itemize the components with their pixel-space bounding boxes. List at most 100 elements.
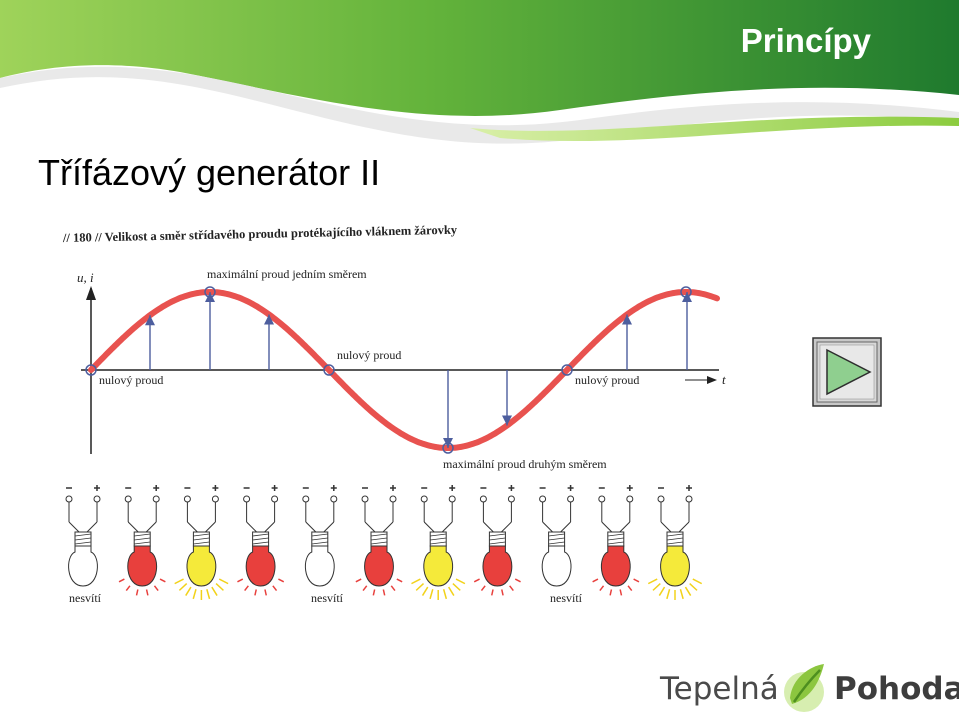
glow-ray [684, 586, 692, 596]
glow-ray [355, 578, 362, 583]
socket-thread [430, 537, 447, 541]
lead-wire [323, 521, 335, 533]
lead-wire [187, 521, 198, 533]
glow-ray [421, 586, 429, 596]
label-max-other-direction: maximální proud druhým směrem [443, 457, 607, 471]
glow-ray [514, 578, 521, 583]
glow-ray [592, 578, 599, 583]
bulb-2 [174, 485, 229, 600]
socket-thread [370, 541, 388, 545]
glow-ray [372, 589, 376, 596]
socket-thread [134, 537, 151, 541]
y-axis-label: u, i [77, 270, 94, 285]
glow-ray [647, 578, 658, 585]
socket-thread [430, 541, 447, 545]
terminal-icon [93, 495, 101, 503]
current-vector-arrow-icon [145, 315, 155, 326]
glow-ray [396, 578, 403, 583]
glow-ray [692, 578, 703, 585]
bulb-6 [411, 485, 466, 600]
lead-wire [501, 521, 512, 533]
terminal-icon [124, 495, 132, 503]
wave-marker-0 [85, 364, 97, 376]
glow-ray [652, 583, 661, 591]
bulb-4 [302, 485, 338, 587]
label-off-1: nesvítí [69, 591, 102, 605]
terminal-icon [539, 495, 547, 503]
socket-thread [134, 533, 151, 537]
glow-ray [442, 589, 448, 600]
x-axis-label: t [722, 372, 726, 387]
glow-ray [125, 585, 131, 592]
glow-ray [480, 585, 486, 592]
terminal-icon [152, 495, 160, 503]
diagram-caption: // 180 // Velikost a směr střídavého pro… [62, 223, 458, 245]
socket-thread [666, 537, 684, 541]
terminal-icon [479, 495, 487, 503]
glow-ray [599, 585, 605, 592]
socket-thread [311, 541, 328, 545]
glow-ray [135, 589, 139, 596]
bulb-5 [355, 485, 403, 596]
lead-wire [660, 521, 672, 533]
lead-wire [205, 521, 216, 533]
terminal-icon [183, 495, 191, 503]
sine-wave [88, 289, 720, 451]
terminal-icon [302, 495, 310, 503]
glow-ray [679, 589, 684, 600]
glow-ray [215, 583, 224, 591]
current-vector-arrow-icon [622, 314, 632, 325]
bulb-9 [592, 485, 640, 596]
terminal-icon [657, 495, 665, 503]
socket-thread [311, 537, 328, 541]
lead-wire [68, 521, 80, 533]
lead-wire [560, 521, 571, 533]
lead-wire [305, 521, 317, 533]
terminal-icon [420, 495, 428, 503]
glow-ray [452, 583, 461, 591]
bulb-glass [600, 545, 631, 587]
bulb-glass [186, 545, 217, 587]
socket-thread [74, 541, 92, 545]
socket-thread [607, 533, 624, 537]
lead-wire [601, 521, 613, 533]
wave-marker-1 [204, 286, 216, 298]
lead-wire [441, 521, 453, 533]
label-max-one-direction: maximální proud jedním směrem [207, 267, 367, 281]
bulb-glass [423, 545, 454, 587]
socket-thread [252, 533, 269, 537]
bulb-row [65, 485, 703, 600]
glow-ray [633, 578, 640, 583]
glow-ray [264, 589, 268, 596]
socket-thread [548, 537, 565, 541]
bulb-7 [473, 485, 521, 596]
socket-thread [193, 537, 210, 541]
wave-marker-4 [561, 364, 573, 376]
glow-ray [455, 578, 466, 585]
socket-thread [252, 537, 269, 541]
glow-ray [390, 585, 396, 592]
bulb-glass [127, 545, 158, 587]
socket-thread [74, 533, 92, 537]
terminal-icon [598, 495, 606, 503]
bulb-glass [304, 545, 335, 587]
terminal-icon [211, 495, 219, 503]
glow-ray [211, 586, 218, 596]
bulb-glass [245, 545, 276, 587]
bulb-glass [541, 545, 572, 587]
lead-wire [364, 521, 376, 533]
bulb-glass [364, 545, 394, 587]
terminal-icon [361, 495, 369, 503]
glow-ray [689, 583, 698, 591]
glow-ray [145, 589, 149, 596]
bulb-1 [118, 485, 166, 596]
label-zero-2: nulový proud [337, 348, 401, 362]
socket-thread [252, 541, 269, 545]
glow-ray [509, 585, 514, 592]
wave-marker-5 [680, 286, 692, 298]
socket-thread [370, 537, 388, 541]
socket-thread [548, 533, 565, 537]
glow-ray [415, 583, 425, 591]
lead-wire [145, 521, 157, 533]
play-button[interactable] [812, 337, 882, 407]
